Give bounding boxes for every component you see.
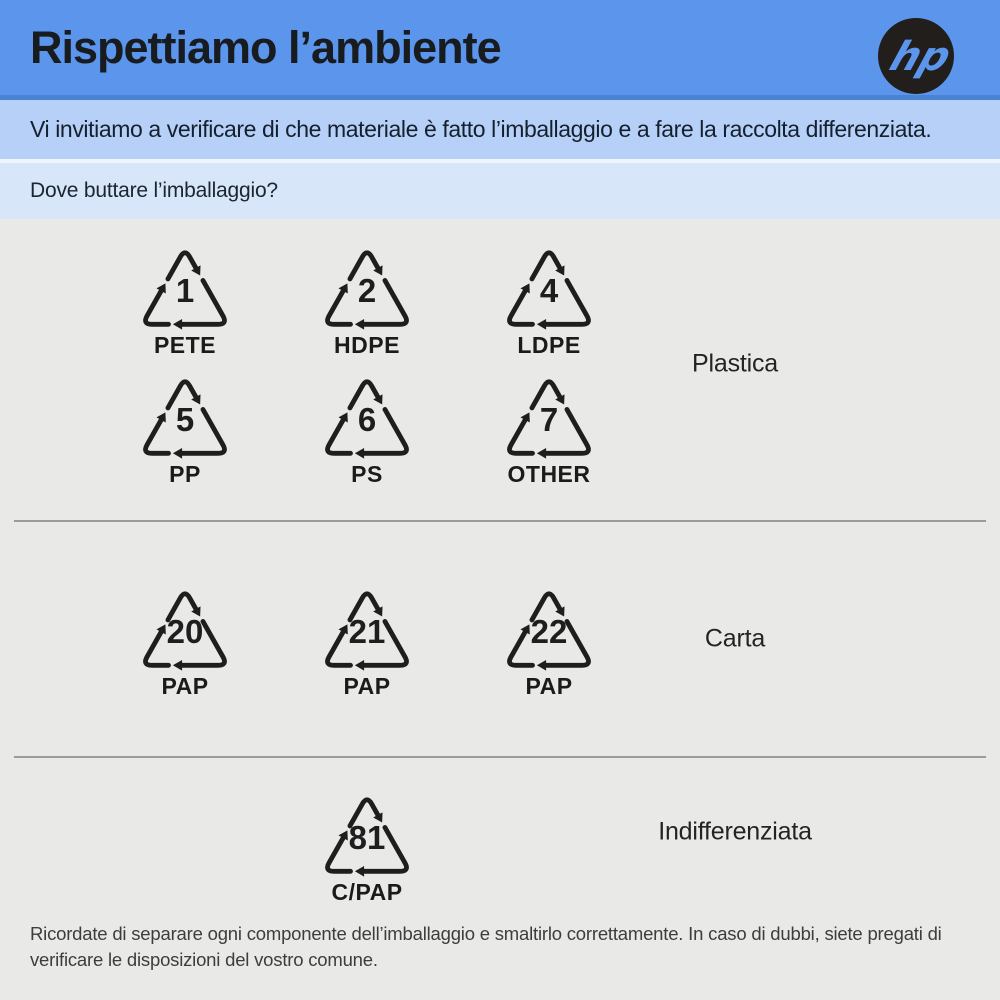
symbol-spacer <box>94 784 276 905</box>
category-label-carta: Carta <box>704 624 766 653</box>
material-label: OTHER <box>507 461 591 487</box>
symbol-row: 1 PETE 2 HDPE 4 LDPE <box>94 237 1000 358</box>
recycling-symbol-5-pp: 5 PP <box>94 366 276 487</box>
material-label: LDPE <box>517 332 581 358</box>
question-band: Dove buttare l’imballaggio? <box>0 163 1000 219</box>
material-label: HDPE <box>334 332 400 358</box>
recycling-symbol-22-pap: 22 PAP <box>458 578 640 699</box>
recycling-symbol-6-ps: 6 PS <box>276 366 458 487</box>
recycling-symbol-2-hdpe-triangle-icon: 2 <box>325 250 409 330</box>
recycling-symbol-7-other: 7 OTHER <box>458 366 640 487</box>
resin-code: 20 <box>167 613 204 650</box>
page-title: Rispettiamo l’ambiente <box>30 21 502 73</box>
category-label-plastica: Plastica <box>692 349 778 377</box>
resin-code: 81 <box>349 819 386 856</box>
recycling-symbol-4-ldpe: 4 LDPE <box>458 237 640 358</box>
recycling-symbol-2-hdpe: 2 HDPE <box>276 237 458 358</box>
recycling-symbol-20-pap: 20 PAP <box>94 578 276 699</box>
section-indifferenziata: 81 C/PAP Indifferenziata <box>0 758 1000 905</box>
section-divider <box>14 520 986 522</box>
resin-code: 6 <box>358 401 376 438</box>
material-label: PS <box>351 461 383 487</box>
resin-code: 2 <box>358 272 376 309</box>
resin-code: 4 <box>540 272 559 309</box>
section-carta: 20 PAP 21 PAP 22 PAP Carta <box>0 522 1000 756</box>
subtitle-text: Vi invitiamo a verificare di che materia… <box>30 116 932 142</box>
material-label: PAP <box>525 673 573 699</box>
material-label: C/PAP <box>331 879 403 905</box>
material-label: PETE <box>153 332 217 358</box>
recycling-symbol-21-pap: 21 PAP <box>276 578 458 699</box>
resin-code: 1 <box>176 272 194 309</box>
hp-logo-icon: hp <box>878 18 955 94</box>
recycling-guide: 1 PETE 2 HDPE 4 LDPE <box>0 219 1000 973</box>
plastica-symbols: 1 PETE 2 HDPE 4 LDPE <box>94 237 1000 487</box>
footer-text: Ricordate di separare ogni componente de… <box>30 923 942 970</box>
recycling-symbol-20-pap-triangle-icon: 20 <box>143 591 227 671</box>
resin-code: 5 <box>176 401 194 438</box>
indifferenziata-symbols: 81 C/PAP <box>94 784 1000 905</box>
recycling-symbol-1-pete-triangle-icon: 1 <box>143 250 227 330</box>
subtitle-band: Vi invitiamo a verificare di che materia… <box>0 100 1000 163</box>
question-text: Dove buttare l’imballaggio? <box>30 179 278 202</box>
resin-code: 7 <box>540 401 558 438</box>
recycling-symbol-81-c-pap: 81 C/PAP <box>276 784 458 905</box>
resin-code: 21 <box>349 613 386 650</box>
resin-code: 22 <box>531 613 568 650</box>
category-label-indifferenziata: Indifferenziata <box>658 817 812 845</box>
recycling-symbol-21-pap-triangle-icon: 21 <box>325 591 409 671</box>
header-band: Rispettiamo l’ambiente hp <box>0 0 1000 100</box>
recycling-symbol-1-pete: 1 PETE <box>94 237 276 358</box>
recycling-symbol-22-pap-triangle-icon: 22 <box>507 591 591 671</box>
section-plastica: 1 PETE 2 HDPE 4 LDPE <box>0 219 1000 520</box>
section-divider <box>14 756 986 758</box>
material-label: PP <box>169 461 201 487</box>
recycling-symbol-5-pp-triangle-icon: 5 <box>143 379 227 459</box>
symbol-row: 5 PP 6 PS 7 OTHER <box>94 366 1000 487</box>
recycling-symbol-81-c-pap-triangle-icon: 81 <box>325 797 409 877</box>
material-label: PAP <box>343 673 391 699</box>
recycling-symbol-4-ldpe-triangle-icon: 4 <box>507 250 591 330</box>
material-label: PAP <box>161 673 209 699</box>
symbol-row: 81 C/PAP <box>94 784 1000 905</box>
recycling-symbol-7-other-triangle-icon: 7 <box>507 379 591 459</box>
recycling-symbol-6-ps-triangle-icon: 6 <box>325 379 409 459</box>
footer-note: Ricordate di separare ogni componente de… <box>0 905 1000 973</box>
carta-symbols: 20 PAP 21 PAP 22 PAP <box>94 578 1000 699</box>
symbol-row: 20 PAP 21 PAP 22 PAP <box>94 578 1000 699</box>
